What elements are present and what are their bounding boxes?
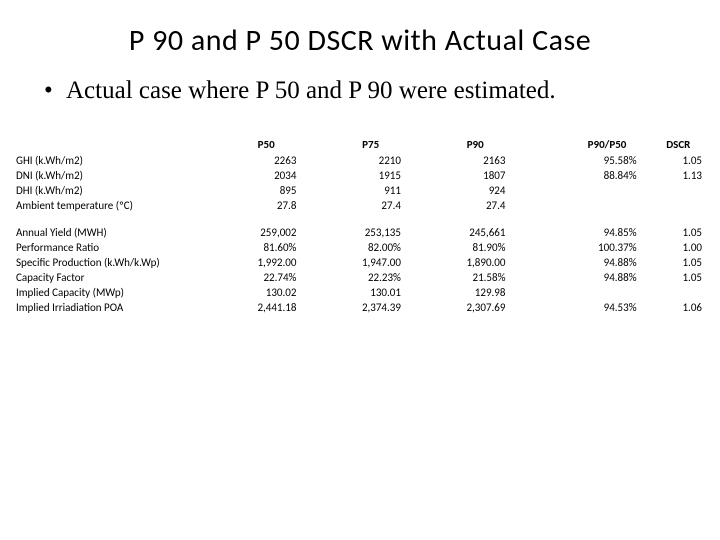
table-row: GHI (k.Wh/m2) 2263 2210 2163 95.58% 1.05 (12, 153, 708, 168)
cell: 27.4 (318, 198, 423, 213)
gap-cell (527, 198, 565, 213)
table-row: Implied Capacity (MWp) 130.02 130.01 129… (12, 285, 708, 300)
cell: 95.58% (565, 153, 648, 168)
gap-cell (527, 183, 565, 198)
gap-cell (527, 270, 565, 285)
data-table-wrap: P50 P75 P90 P90/P50 DSCR GHI (k.Wh/m2) 2… (12, 136, 708, 315)
cell: 88.84% (565, 168, 648, 183)
col-header-p75: P75 (318, 136, 423, 153)
cell: 94.85% (565, 225, 648, 240)
row-label: Ambient temperature (ºC) (12, 198, 214, 213)
cell (565, 285, 648, 300)
row-label: GHI (k.Wh/m2) (12, 153, 214, 168)
row-label: Implied Capacity (MWp) (12, 285, 214, 300)
cell: 1915 (318, 168, 423, 183)
table-row: Performance Ratio 81.60% 82.00% 81.90% 1… (12, 240, 708, 255)
cell: 94.88% (565, 255, 648, 270)
cell: 2,374.39 (318, 300, 423, 315)
cell: 911 (318, 183, 423, 198)
cell: 895 (214, 183, 319, 198)
data-table: P50 P75 P90 P90/P50 DSCR GHI (k.Wh/m2) 2… (12, 136, 708, 315)
cell: 100.37% (565, 240, 648, 255)
cell: 1.13 (649, 168, 708, 183)
table-row: Specific Production (k.Wh/k.Wp) 1,992.00… (12, 255, 708, 270)
gap-cell (527, 240, 565, 255)
col-header-p50: P50 (214, 136, 319, 153)
cell: 2263 (214, 153, 319, 168)
cell: 259,002 (214, 225, 319, 240)
gap-cell (527, 255, 565, 270)
cell: 1.05 (649, 270, 708, 285)
cell (649, 183, 708, 198)
cell: 1.05 (649, 153, 708, 168)
cell: 22.74% (214, 270, 319, 285)
bullet-list: Actual case where P 50 and P 90 were est… (40, 77, 680, 106)
col-header-label (12, 136, 214, 153)
cell: 2210 (318, 153, 423, 168)
cell: 2,307.69 (423, 300, 528, 315)
gap-cell (527, 300, 565, 315)
table-row: Implied Irriadiation POA 2,441.18 2,374.… (12, 300, 708, 315)
cell: 1807 (423, 168, 528, 183)
table-row: DHI (k.Wh/m2) 895 911 924 (12, 183, 708, 198)
cell: 2034 (214, 168, 319, 183)
cell: 1.06 (649, 300, 708, 315)
cell: 1.05 (649, 255, 708, 270)
table-spacer (12, 213, 708, 225)
row-label: DNI (k.Wh/m2) (12, 168, 214, 183)
cell (565, 183, 648, 198)
cell: 1.00 (649, 240, 708, 255)
slide: P 90 and P 50 DSCR with Actual Case Actu… (0, 0, 720, 540)
col-header-gap (527, 136, 565, 153)
cell: 81.60% (214, 240, 319, 255)
cell: 1,947.00 (318, 255, 423, 270)
col-header-dscr: DSCR (649, 136, 708, 153)
col-header-ratio: P90/P50 (565, 136, 648, 153)
table-header-row: P50 P75 P90 P90/P50 DSCR (12, 136, 708, 153)
cell: 21.58% (423, 270, 528, 285)
cell: 130.02 (214, 285, 319, 300)
cell: 27.4 (423, 198, 528, 213)
cell: 129.98 (423, 285, 528, 300)
cell: 924 (423, 183, 528, 198)
cell: 22.23% (318, 270, 423, 285)
cell: 1.05 (649, 225, 708, 240)
bullet-item: Actual case where P 50 and P 90 were est… (66, 77, 680, 106)
cell: 245,661 (423, 225, 528, 240)
row-label: Specific Production (k.Wh/k.Wp) (12, 255, 214, 270)
cell: 2163 (423, 153, 528, 168)
row-label: DHI (k.Wh/m2) (12, 183, 214, 198)
cell (649, 285, 708, 300)
cell: 1,992.00 (214, 255, 319, 270)
cell: 27.8 (214, 198, 319, 213)
table-row: Capacity Factor 22.74% 22.23% 21.58% 94.… (12, 270, 708, 285)
col-header-p90: P90 (423, 136, 528, 153)
row-label: Capacity Factor (12, 270, 214, 285)
cell: 1,890.00 (423, 255, 528, 270)
cell: 82.00% (318, 240, 423, 255)
slide-title: P 90 and P 50 DSCR with Actual Case (40, 22, 680, 59)
gap-cell (527, 153, 565, 168)
cell (649, 198, 708, 213)
cell (565, 198, 648, 213)
table-row: DNI (k.Wh/m2) 2034 1915 1807 88.84% 1.13 (12, 168, 708, 183)
table-row: Annual Yield (MWH) 259,002 253,135 245,6… (12, 225, 708, 240)
row-label: Implied Irriadiation POA (12, 300, 214, 315)
cell: 94.88% (565, 270, 648, 285)
table-row: Ambient temperature (ºC) 27.8 27.4 27.4 (12, 198, 708, 213)
cell: 253,135 (318, 225, 423, 240)
gap-cell (527, 225, 565, 240)
cell: 130.01 (318, 285, 423, 300)
cell: 94.53% (565, 300, 648, 315)
gap-cell (527, 285, 565, 300)
gap-cell (527, 168, 565, 183)
cell: 2,441.18 (214, 300, 319, 315)
row-label: Annual Yield (MWH) (12, 225, 214, 240)
cell: 81.90% (423, 240, 528, 255)
row-label: Performance Ratio (12, 240, 214, 255)
